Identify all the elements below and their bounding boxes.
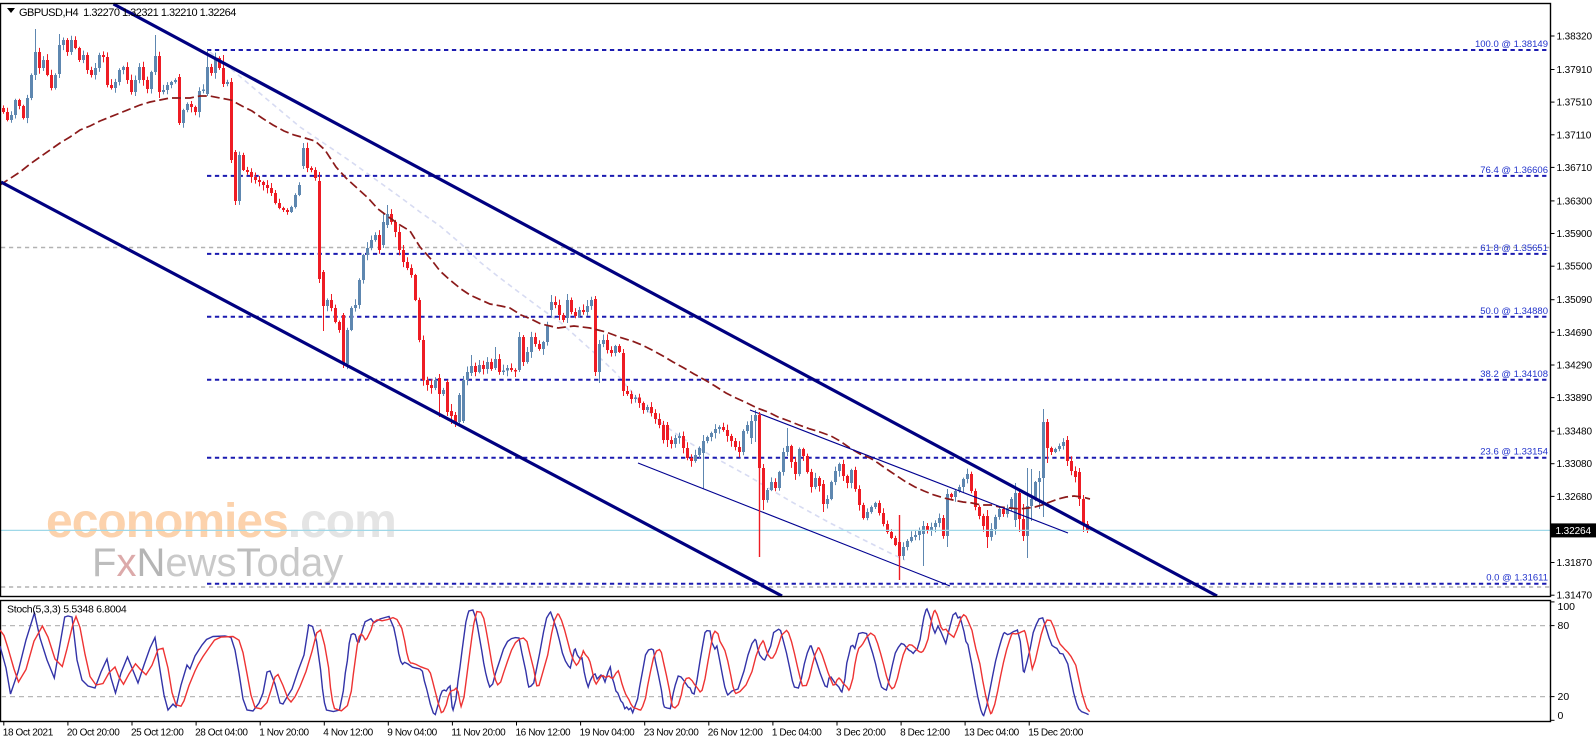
svg-text:61.8 @ 1.35651: 61.8 @ 1.35651 (1480, 243, 1548, 254)
svg-text:76.4 @ 1.36606: 76.4 @ 1.36606 (1480, 165, 1548, 176)
svg-text:20 Oct 20:00: 20 Oct 20:00 (67, 728, 120, 739)
svg-text:13 Dec 04:00: 13 Dec 04:00 (964, 728, 1020, 739)
svg-text:1.32680: 1.32680 (1557, 492, 1593, 503)
svg-text:80: 80 (1558, 620, 1570, 632)
svg-text:9 Nov 04:00: 9 Nov 04:00 (387, 728, 437, 739)
svg-text:1.33480: 1.33480 (1557, 427, 1593, 438)
svg-text:8 Dec 12:00: 8 Dec 12:00 (900, 728, 950, 739)
svg-text:1 Dec 04:00: 1 Dec 04:00 (772, 728, 822, 739)
svg-text:1.31870: 1.31870 (1557, 558, 1593, 569)
svg-text:1.37110: 1.37110 (1557, 130, 1592, 141)
svg-text:1.33080: 1.33080 (1557, 459, 1593, 470)
svg-text:0: 0 (1558, 710, 1564, 722)
svg-text:1 Nov 20:00: 1 Nov 20:00 (259, 728, 309, 739)
svg-text:1.34290: 1.34290 (1557, 361, 1593, 372)
svg-text:1.36710: 1.36710 (1557, 163, 1593, 174)
svg-text:0.0 @ 1.31611: 0.0 @ 1.31611 (1486, 573, 1548, 584)
svg-text:11 Nov 20:00: 11 Nov 20:00 (451, 728, 506, 739)
svg-text:38.2 @ 1.34108: 38.2 @ 1.34108 (1480, 369, 1548, 380)
svg-text:1.38320: 1.38320 (1557, 32, 1593, 43)
svg-text:1.36300: 1.36300 (1557, 196, 1593, 207)
svg-text:1.34690: 1.34690 (1557, 328, 1593, 339)
svg-text:GBPUSD,H4 1.32270 1.32321 1.3: GBPUSD,H4 1.32270 1.32321 1.32210 1.3226… (19, 7, 236, 19)
svg-text:1.33890: 1.33890 (1557, 393, 1593, 404)
svg-text:1.35090: 1.35090 (1557, 295, 1593, 306)
svg-text:1.32264: 1.32264 (1556, 526, 1592, 537)
svg-text:3 Dec 20:00: 3 Dec 20:00 (836, 728, 886, 739)
svg-text:50.0 @ 1.34880: 50.0 @ 1.34880 (1480, 306, 1548, 317)
svg-text:1.31470: 1.31470 (1557, 591, 1593, 602)
svg-text:15 Dec 20:00: 15 Dec 20:00 (1028, 728, 1084, 739)
svg-text:20: 20 (1558, 691, 1570, 703)
svg-text:26 Nov 12:00: 26 Nov 12:00 (708, 728, 764, 739)
svg-text:1.37510: 1.37510 (1557, 98, 1593, 109)
svg-text:FxNewsToday: FxNewsToday (92, 541, 343, 585)
svg-text:Stoch(5,3,3) 5.5348 6.8004: Stoch(5,3,3) 5.5348 6.8004 (7, 604, 127, 616)
svg-text:19 Nov 04:00: 19 Nov 04:00 (580, 728, 636, 739)
svg-text:1.37910: 1.37910 (1557, 65, 1593, 76)
svg-text:1.35900: 1.35900 (1557, 229, 1593, 240)
svg-text:1.35500: 1.35500 (1557, 262, 1593, 273)
svg-text:23 Nov 20:00: 23 Nov 20:00 (644, 728, 700, 739)
svg-text:100: 100 (1558, 601, 1576, 613)
svg-text:25 Oct 12:00: 25 Oct 12:00 (131, 728, 184, 739)
svg-text:23.6 @ 1.33154: 23.6 @ 1.33154 (1480, 447, 1548, 458)
svg-text:100.0 @ 1.38149: 100.0 @ 1.38149 (1475, 39, 1548, 50)
svg-text:economies.com: economies.com (46, 495, 396, 548)
svg-text:4 Nov 12:00: 4 Nov 12:00 (323, 728, 373, 739)
svg-text:18 Oct 2021: 18 Oct 2021 (3, 728, 54, 739)
svg-text:16 Nov 12:00: 16 Nov 12:00 (516, 728, 572, 739)
svg-text:28 Oct 04:00: 28 Oct 04:00 (195, 728, 248, 739)
